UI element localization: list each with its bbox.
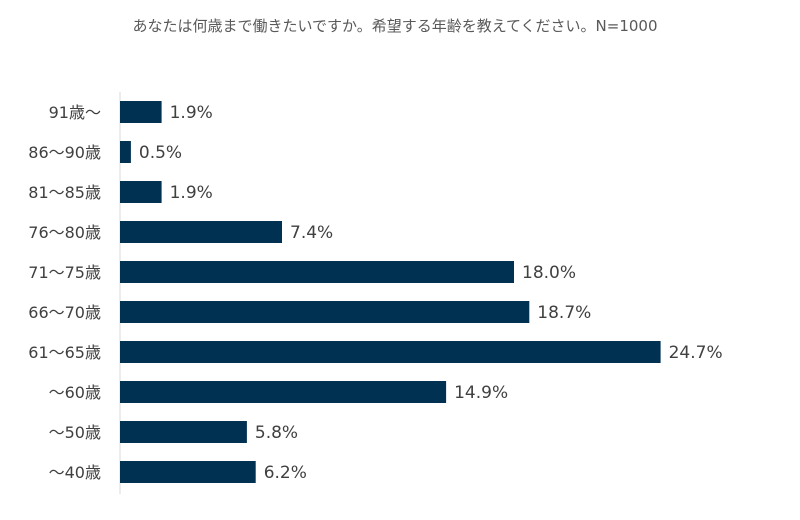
value-label: 5.8% bbox=[255, 423, 298, 443]
bar bbox=[120, 381, 447, 403]
bars-group: 91歳〜 1.9% 86〜90歳 0.5% 81〜85歳 1.9% 76〜80歳 7.4% 71… bbox=[28, 101, 723, 483]
category-label: 〜40歳 bbox=[49, 463, 101, 482]
category-label: 〜60歳 bbox=[49, 383, 101, 402]
bar bbox=[120, 461, 256, 483]
chart-title: あなたは何歳まで働きたいですか。希望する年齢を教えてください。N=1000 bbox=[132, 17, 657, 35]
bar bbox=[120, 181, 162, 203]
value-label: 14.9% bbox=[454, 383, 508, 403]
category-label: 66〜70歳 bbox=[28, 303, 101, 322]
value-label: 6.2% bbox=[264, 463, 307, 483]
bar bbox=[120, 101, 162, 123]
category-label: 71〜75歳 bbox=[28, 263, 101, 282]
value-label: 18.7% bbox=[537, 303, 591, 323]
category-label: 〜50歳 bbox=[49, 423, 101, 442]
category-label: 91歳〜 bbox=[49, 103, 101, 122]
value-label: 1.9% bbox=[170, 183, 213, 203]
bar bbox=[120, 301, 530, 323]
category-label: 81〜85歳 bbox=[28, 183, 101, 202]
value-label: 24.7% bbox=[669, 343, 723, 363]
bar bbox=[120, 261, 514, 283]
value-label: 7.4% bbox=[290, 223, 333, 243]
bar bbox=[120, 421, 247, 443]
bar bbox=[120, 221, 282, 243]
bar bbox=[120, 141, 131, 163]
value-label: 1.9% bbox=[170, 103, 213, 123]
value-label: 0.5% bbox=[139, 143, 182, 163]
bar bbox=[120, 341, 661, 363]
category-label: 61〜65歳 bbox=[28, 343, 101, 362]
value-label: 18.0% bbox=[522, 263, 576, 283]
category-label: 86〜90歳 bbox=[28, 143, 101, 162]
category-label: 76〜80歳 bbox=[28, 223, 101, 242]
